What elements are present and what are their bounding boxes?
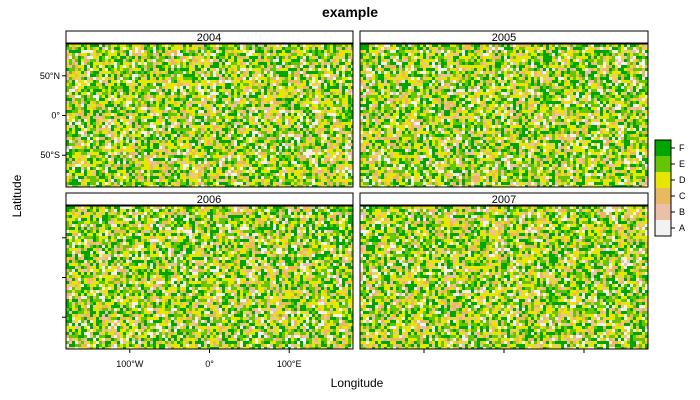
panel-group: 2004 2005 2006 2007 (65, 30, 649, 350)
legend-swatch-D (655, 172, 671, 188)
tick-group: 100°W 0° 100°E 50°N 0° 50°S (40, 71, 585, 369)
legend-label: D (679, 175, 686, 185)
cells-level-D (66, 44, 353, 187)
legend-swatch-A (655, 220, 671, 236)
legend-label: B (679, 207, 685, 217)
strip-label: 2006 (197, 194, 221, 206)
cells-level-E (66, 206, 353, 349)
legend-swatch-F (655, 140, 671, 156)
strip-label: 2004 (197, 32, 221, 44)
strip-2006 (65, 192, 354, 206)
cells-level-A (360, 206, 648, 349)
strip-2005 (359, 30, 649, 44)
legend-swatch-E (655, 156, 671, 172)
x-axis-label: Longitude (331, 376, 384, 390)
chart-title: example (322, 4, 378, 20)
legend-label: A (679, 223, 685, 233)
cells-level-B (66, 44, 353, 187)
strip-2007 (359, 192, 649, 206)
cells-level-A (66, 206, 353, 349)
cells-level-F (66, 206, 353, 349)
x-tick-label: 100°W (116, 359, 144, 369)
legend-swatch-C (655, 188, 671, 204)
panel-2006: 2006 (65, 192, 354, 350)
cells-level-D (66, 206, 353, 349)
cells-level-F (66, 44, 353, 187)
cells-level-D (360, 206, 648, 349)
panel-2004: 2004 (65, 30, 354, 188)
legend-label: C (679, 191, 686, 201)
x-tick-label: 0° (205, 359, 214, 369)
strip-2004 (65, 30, 354, 44)
legend-label: E (679, 159, 685, 169)
cells-level-E (66, 44, 353, 187)
strip-label: 2007 (492, 194, 516, 206)
y-tick-label: 0° (51, 111, 60, 121)
legend-border (654, 139, 672, 237)
panel-2007: 2007 (359, 192, 649, 350)
strip-label: 2005 (492, 32, 516, 44)
cells-level-E (360, 44, 648, 187)
panel-2005: 2005 (359, 30, 649, 188)
y-axis-label: Latitude (10, 174, 24, 217)
legend-label: F (679, 143, 685, 153)
panel-border (359, 43, 649, 188)
cells-level-F (360, 44, 648, 187)
x-tick-label: 100°E (277, 359, 302, 369)
legend-swatch-B (655, 204, 671, 220)
cells-level-C (66, 206, 353, 349)
cells-level-C (360, 44, 648, 187)
cells-level-F (360, 206, 648, 349)
y-tick-label: 50°N (40, 71, 60, 81)
cells-level-C (66, 44, 353, 187)
y-tick-label: 50°S (40, 150, 60, 160)
